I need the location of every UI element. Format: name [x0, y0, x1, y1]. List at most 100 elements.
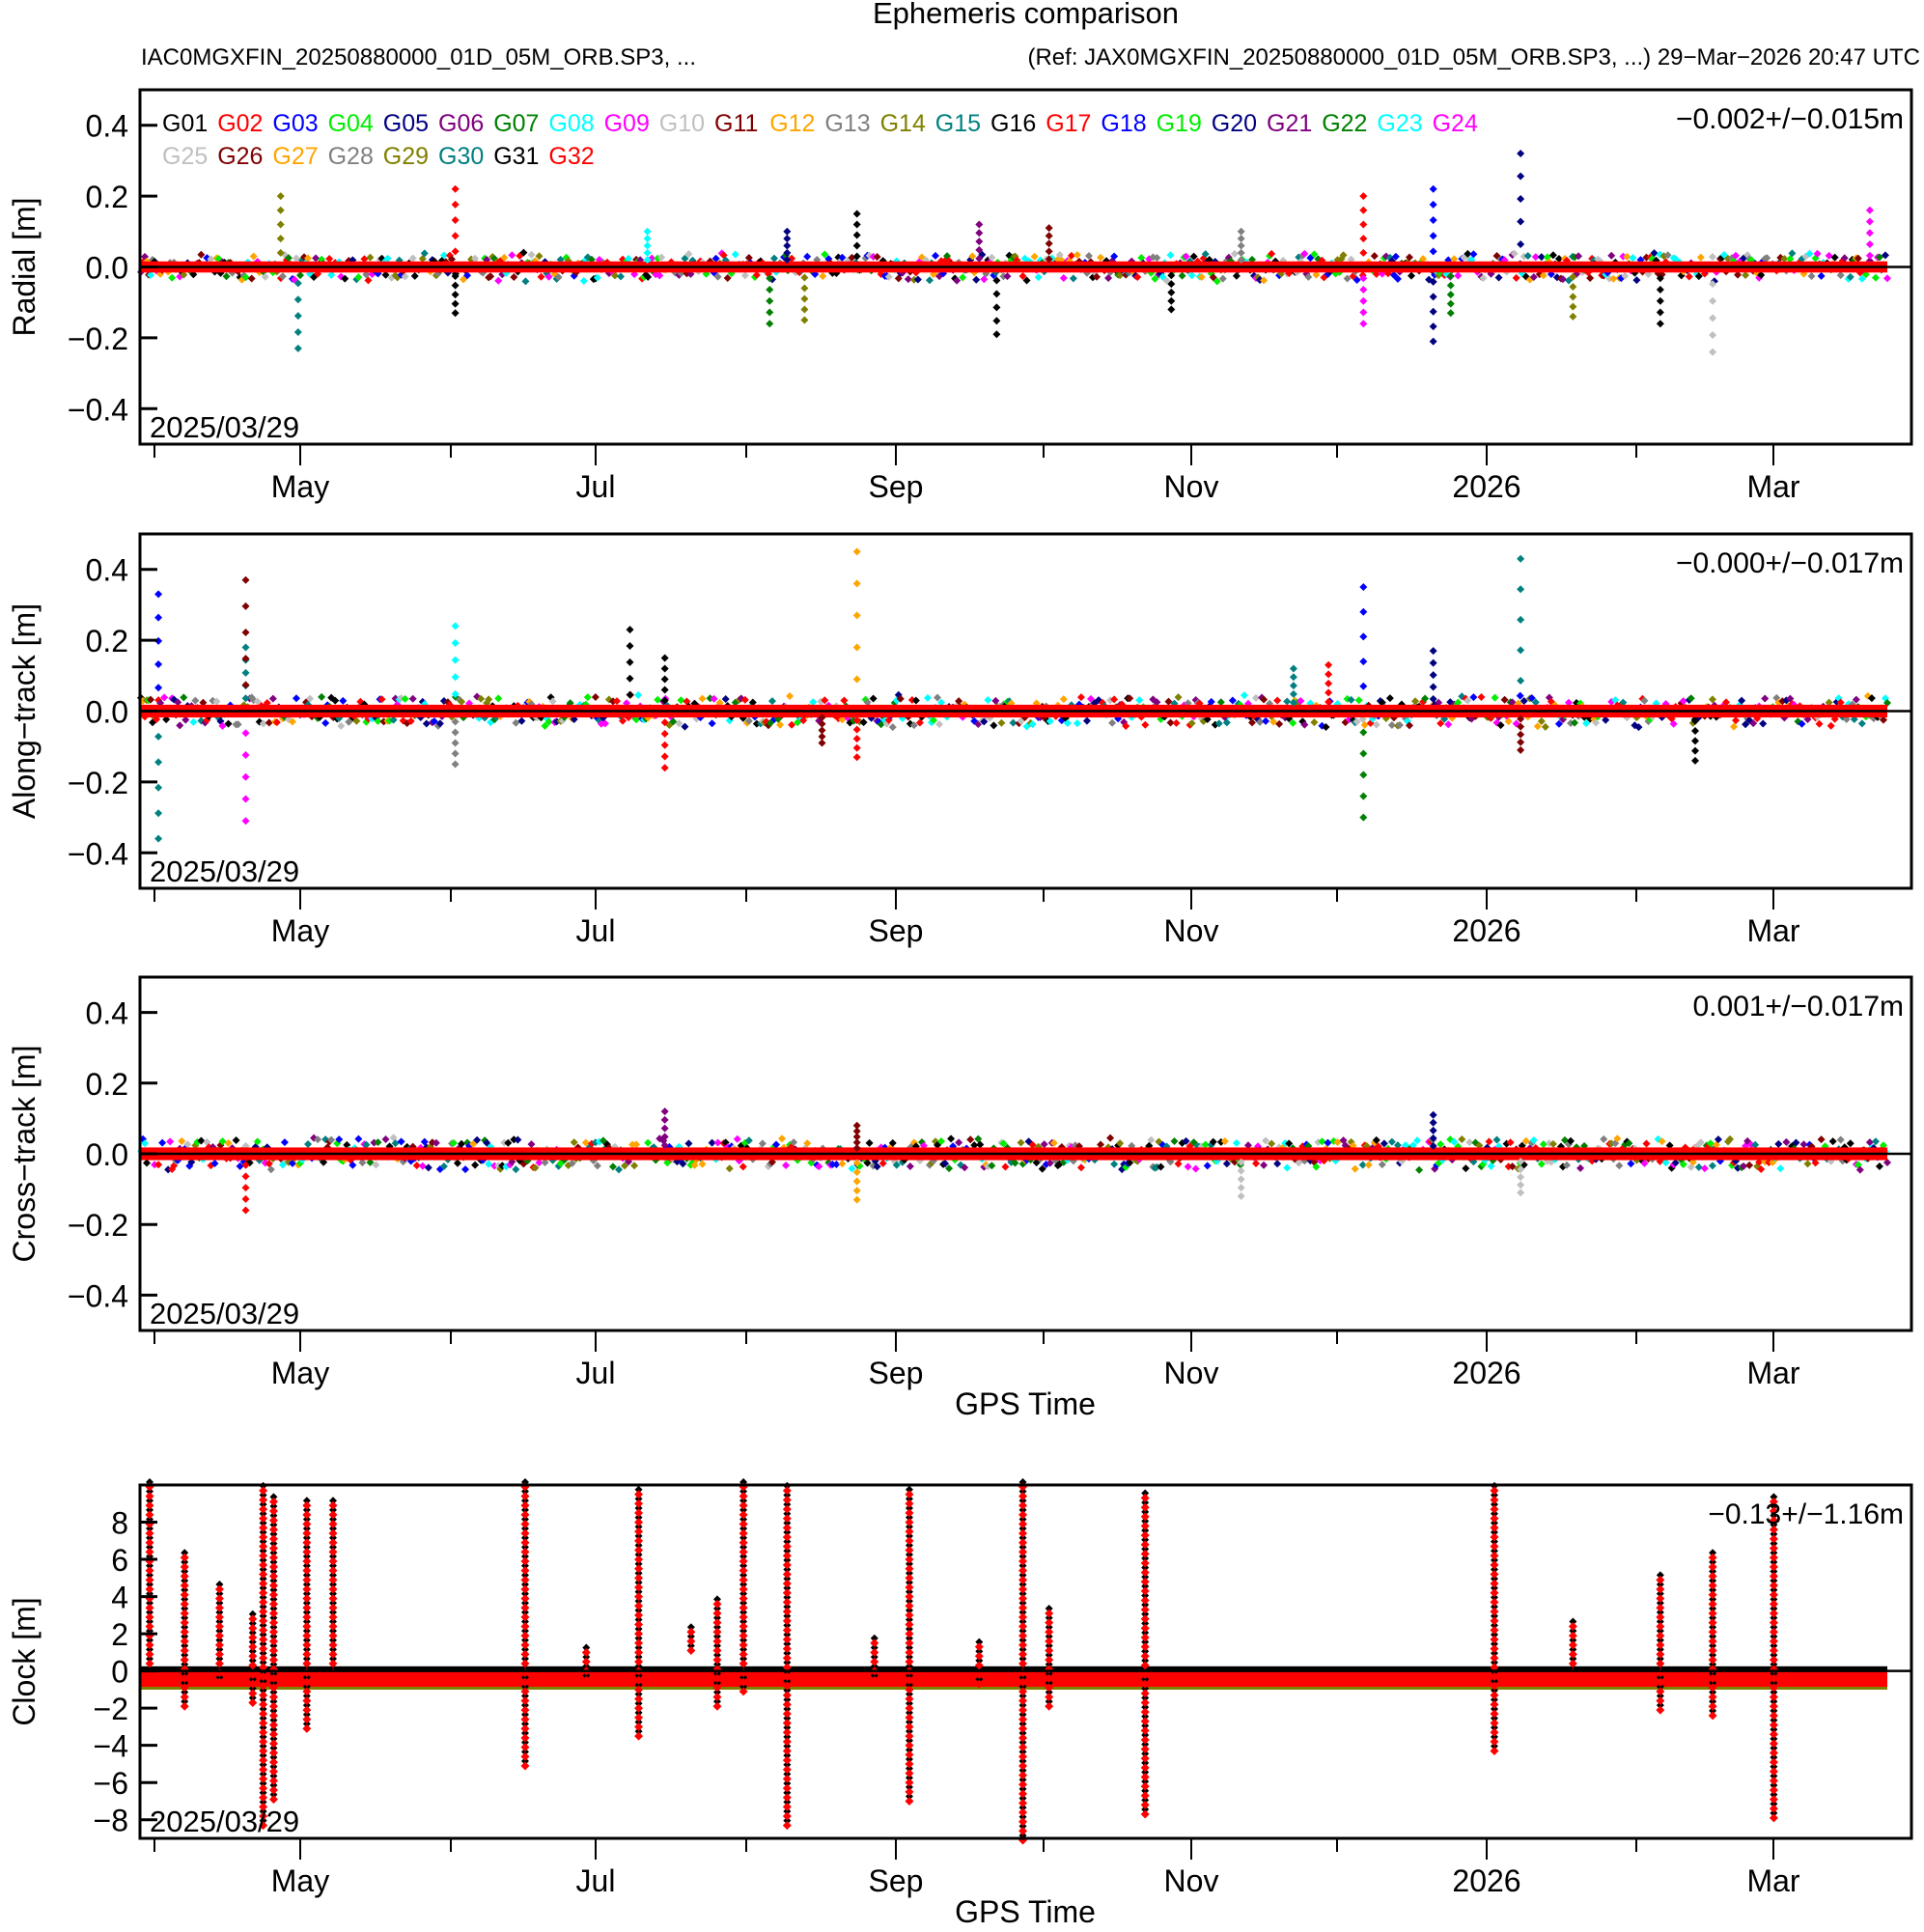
data-point [1490, 1671, 1499, 1681]
data-point [1836, 271, 1845, 280]
data-point [302, 1627, 311, 1636]
data-point [1359, 607, 1368, 616]
data-point [145, 1584, 154, 1594]
data-point [520, 1608, 529, 1616]
data-point [634, 1592, 644, 1602]
legend-item-g13: G13 [824, 110, 870, 137]
data-point [1740, 1162, 1748, 1170]
data-point [1018, 1798, 1028, 1807]
data-point [1429, 1134, 1437, 1142]
data-point [1679, 697, 1687, 706]
data-point [1018, 1756, 1027, 1765]
data-point [1613, 1134, 1622, 1143]
legend-item-g01: G01 [162, 110, 208, 137]
data-point [268, 1581, 278, 1590]
y-tick-label: −2 [94, 1692, 128, 1726]
data-point [911, 696, 920, 705]
data-point [1045, 1646, 1054, 1656]
data-point [1260, 276, 1269, 285]
data-point [626, 626, 634, 634]
data-point [1429, 1118, 1437, 1127]
data-point [1167, 280, 1176, 289]
data-point [520, 1677, 530, 1687]
data-point [643, 256, 652, 265]
data-point [783, 1528, 792, 1537]
data-point [1289, 689, 1297, 698]
data-point [1623, 252, 1631, 261]
y-tick-label: −4 [94, 1729, 128, 1764]
data-point [1018, 1575, 1028, 1584]
data-point [686, 1637, 696, 1646]
data-point [974, 1670, 984, 1680]
data-point [268, 1785, 278, 1795]
data-point [500, 253, 509, 262]
data-point [269, 1697, 278, 1706]
data-point [1140, 1651, 1150, 1661]
data-point [1446, 291, 1455, 299]
legend-item-g20: G20 [1212, 110, 1257, 137]
data-point [1569, 293, 1577, 301]
legend-item-g24: G24 [1433, 110, 1478, 137]
data-point [302, 1682, 311, 1691]
data-point [1490, 1709, 1499, 1719]
data-point [715, 698, 724, 707]
data-point [974, 1642, 984, 1652]
data-point [1854, 254, 1862, 263]
data-point [1045, 1679, 1053, 1688]
legend-item-g25: G25 [162, 143, 208, 170]
data-point [905, 1495, 913, 1503]
data-point [272, 718, 281, 727]
data-point [241, 729, 250, 738]
data-point [1782, 1137, 1791, 1146]
data-point [782, 1486, 792, 1496]
data-point [1517, 172, 1525, 181]
data-point [520, 1547, 530, 1556]
data-point [1770, 1623, 1778, 1632]
data-point [782, 1709, 792, 1719]
data-point [1405, 253, 1413, 262]
data-point [181, 1651, 189, 1660]
data-point [259, 1597, 268, 1607]
data-point [1262, 716, 1270, 725]
data-point [1691, 756, 1700, 765]
data-point [215, 1580, 224, 1588]
data-point [593, 1162, 601, 1170]
data-point [1167, 296, 1176, 305]
data-point [1770, 1808, 1778, 1817]
data-point [1153, 254, 1161, 263]
x-tick-label: 2026 [1452, 1356, 1520, 1390]
data-point [782, 1514, 792, 1524]
data-point [1429, 232, 1437, 240]
data-point [660, 1124, 669, 1133]
data-point [339, 696, 348, 705]
data-point [1216, 698, 1225, 707]
data-point [180, 693, 188, 702]
data-point [905, 1690, 913, 1698]
data-point [1490, 1607, 1499, 1616]
data-point [276, 206, 285, 214]
data-point [905, 1531, 913, 1540]
data-point [241, 694, 250, 703]
data-point [259, 1514, 268, 1524]
data-point [1811, 1159, 1820, 1167]
data-point [520, 1659, 530, 1668]
data-point [852, 1168, 861, 1177]
data-point [975, 1656, 984, 1665]
data-point [451, 656, 460, 664]
data-point [535, 1159, 544, 1167]
data-point [284, 254, 293, 263]
data-point [1018, 1692, 1027, 1700]
data-point [782, 1774, 792, 1783]
data-point [1429, 647, 1437, 656]
data-point [520, 1617, 529, 1626]
data-point [712, 1646, 722, 1656]
data-point [634, 1573, 644, 1582]
data-point [241, 681, 250, 689]
data-point [686, 1627, 696, 1637]
data-point [783, 1714, 792, 1722]
data-point [1709, 1641, 1717, 1650]
data-point [520, 1655, 529, 1663]
data-point [1527, 693, 1536, 702]
data-point [1166, 251, 1175, 260]
data-point [248, 1697, 258, 1707]
